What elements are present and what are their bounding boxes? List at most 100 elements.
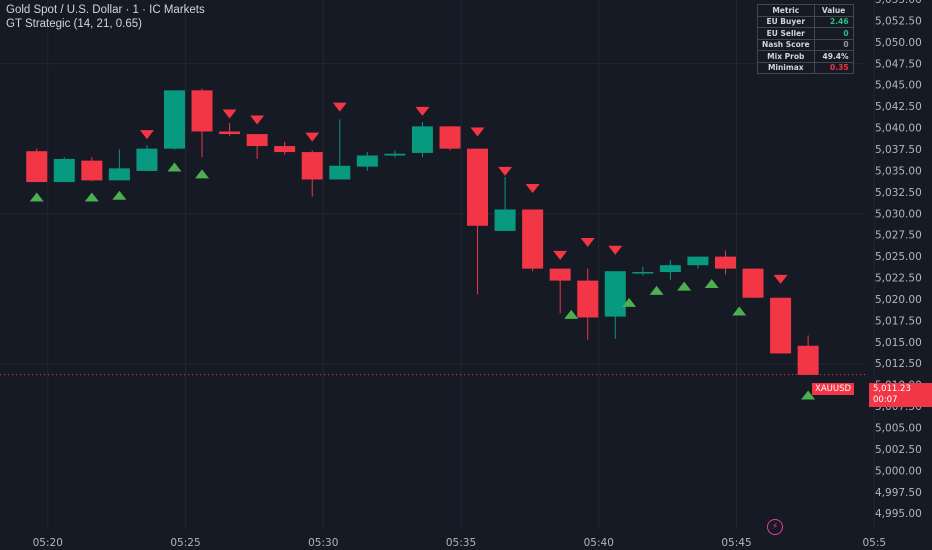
candle-body [714,256,736,269]
metric-label: EU Buyer [757,15,815,28]
candle-body [356,155,378,167]
metrics-row: Minimax 0.35 [757,61,854,74]
sell-signal-marker [305,132,320,142]
candle-body [770,297,792,354]
price-tick-label: 5,045.00 [875,80,922,92]
price-tick-label: 5,032.50 [875,187,922,199]
time-tick-label: 05:40 [584,537,614,549]
metric-value: 0 [813,27,854,40]
price-tick-label: 5,030.00 [875,208,922,220]
candle-body [81,160,103,181]
metric-value: 49.4% [813,50,854,63]
metric-label: EU Seller [757,27,815,40]
sell-signal-marker [470,127,485,137]
candle-body [439,126,461,149]
sell-signal-marker [139,130,154,140]
sell-signal-marker [250,115,265,125]
metrics-row: EU Seller 0 [757,27,854,40]
price-tick-label: 5,022.50 [875,273,922,285]
candle-body [522,209,544,269]
lightning-icon[interactable]: ⚡ [767,519,783,535]
price-tick-label: 5,035.00 [875,165,922,177]
price-tick-label: 5,025.00 [875,251,922,263]
candle-body [494,209,516,231]
candle-body [632,272,654,274]
price-axis[interactable]: 4,995.00 4,997.50 5,000.00 5,002.50 5,005.00… [875,0,922,520]
price-tick-label: 5,052.50 [875,15,922,27]
sell-signal-marker [498,166,513,176]
time-tick-label: 05:5 [862,537,886,549]
candle-body [26,151,48,183]
buy-signal-marker [801,390,816,400]
candle-body [687,256,709,266]
symbol-title[interactable]: Gold Spot / U.S. Dollar · 1 · IC Markets [6,4,205,16]
candles [26,88,819,375]
time-axis[interactable]: 05:20 05:25 05:30 05:35 05:40 05:45 05:5 [33,537,886,549]
candle-body [219,131,241,135]
price-tick-label: 5,027.50 [875,230,922,242]
buy-signal-marker [677,281,692,291]
price-tick-label: 5,040.00 [875,123,922,135]
candle-body [577,280,599,318]
candle-body [742,268,764,298]
candle-body [549,268,571,281]
price-tick-label: 5,017.50 [875,315,922,327]
price-tick-label: 5,042.50 [875,101,922,113]
candle-body [604,271,626,317]
metrics-row: EU Buyer 2.46 [757,15,854,28]
price-tick-label: 5,055.00 [875,0,922,6]
price-tick-label: 5,015.00 [875,337,922,349]
price-tick-label: 5,047.50 [875,58,922,70]
signal-markers [29,102,816,400]
sell-signal-marker [525,184,540,194]
candle-body [108,168,130,181]
buy-signal-marker [195,169,210,179]
candle-body [411,126,433,153]
candle-body [329,165,351,180]
price-tick-label: 5,037.50 [875,144,922,156]
sell-signal-marker [608,245,623,255]
candle-body [136,148,158,171]
buy-signal-marker [704,279,719,289]
buy-signal-marker [622,297,637,307]
chart-legend: Gold Spot / U.S. Dollar · 1 · IC Markets… [6,3,205,31]
candle-body [274,146,296,153]
time-tick-label: 05:20 [33,537,63,549]
sell-signal-marker [553,250,568,260]
price-tick-label: 5,002.50 [875,444,922,456]
time-tick-label: 05:25 [170,537,200,549]
metric-header: Metric [757,4,815,17]
buy-signal-marker [167,162,182,172]
sell-signal-marker [580,238,595,248]
indicator-title[interactable]: GT Strategic (14, 21, 0.65) [6,18,142,30]
metrics-row: Nash Score 0 [757,38,854,51]
candle-body [467,148,489,226]
metrics-header-row: Metric Value [757,4,854,17]
time-tick-label: 05:45 [721,537,751,549]
price-tick-label: 5,020.00 [875,294,922,306]
buy-signal-marker [732,306,747,316]
buy-signal-marker [649,285,664,295]
price-tick-label: 4,997.50 [875,487,922,499]
last-price-tag: 5,011.23 00:07 [869,383,932,407]
metric-label: Minimax [757,61,815,74]
metrics-row: Mix Prob 49.4% [757,50,854,63]
price-tick-label: 4,995.00 [875,508,922,520]
time-tick-label: 05:35 [446,537,476,549]
candle-body [53,158,75,183]
price-tick-label: 5,005.00 [875,423,922,435]
candle-body [163,90,185,149]
price-tick-label: 5,000.00 [875,465,922,477]
candle-body [191,90,213,132]
symbol-price-tag: XAUUSD [812,383,855,395]
candle-body [246,134,268,147]
metric-label: Nash Score [757,38,815,51]
metric-value: 0 [813,38,854,51]
candle-body [659,265,681,273]
candle-body [797,345,819,375]
time-tick-label: 05:30 [308,537,338,549]
value-header: Value [813,4,854,17]
metric-value: 2.46 [813,15,854,28]
metrics-table: Metric Value EU Buyer 2.46 EU Seller 0 N… [757,4,854,74]
